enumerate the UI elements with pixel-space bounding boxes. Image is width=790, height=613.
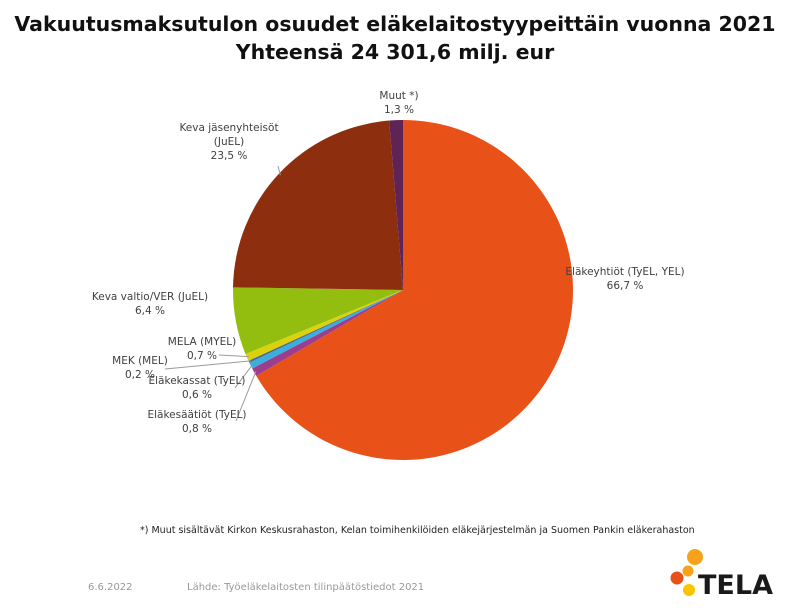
slice-label: Eläkekassat (TyEL) 0,6 %	[149, 375, 246, 401]
pie-slice	[245, 290, 403, 361]
footer-source: Lähde: Työeläkelaitosten tilinpäätöstied…	[187, 582, 425, 593]
footnote: *) Muut sisältävät Kirkon Keskusrahaston…	[140, 525, 695, 536]
pie-slice	[233, 120, 403, 290]
chart-title-block: Vakuutusmaksutulon osuudet eläkelaitosty…	[0, 10, 790, 66]
logo-mark-icon	[670, 549, 703, 596]
pie-slice	[252, 290, 403, 376]
slice-label: Keva valtio/VER (JuEL) 6,4 %	[92, 291, 208, 317]
slice-label: MELA (MYEL) 0,7 %	[168, 336, 236, 362]
leader-line	[218, 354, 249, 358]
logo-dot-top	[687, 549, 703, 565]
pie-slice	[232, 287, 403, 354]
leader-line	[235, 371, 257, 422]
tela-logo: TELA	[668, 548, 778, 608]
pie-slice	[249, 290, 403, 369]
slice-label: MEK (MEL) 0,2 %	[112, 355, 168, 381]
slice-label: Eläkesäätiöt (TyEL) 0,8 %	[147, 409, 246, 435]
leader-lines	[164, 165, 281, 422]
pie-slices	[232, 119, 573, 460]
slice-labels: Eläkeyhtiöt (TyEL, YEL) 66,7 % Eläkesäätiö…	[92, 90, 685, 435]
logo-dot-bottom	[683, 584, 695, 596]
logo-dot-left	[670, 571, 684, 585]
footer-date: 6.6.2022	[88, 582, 133, 593]
pie-slice	[248, 290, 403, 363]
chart-title: Vakuutusmaksutulon osuudet eläkelaitosty…	[14, 12, 776, 36]
slice-label: Muut *) 1,3 %	[379, 90, 418, 116]
chart-subtitle: Yhteensä 24 301,6 milj. eur	[235, 40, 555, 64]
leader-line	[164, 360, 251, 370]
slice-label: Eläkeyhtiöt (TyEL, YEL) 66,7 %	[565, 266, 684, 292]
logo-text: TELA	[698, 570, 773, 601]
slice-label: Keva jäsenyhteisöt (JuEL) 23,5 %	[179, 122, 278, 162]
leader-line	[277, 165, 281, 176]
pie-slice	[256, 120, 573, 460]
pie-slice	[389, 119, 403, 290]
leader-line	[234, 364, 253, 389]
logo-dot-middle	[682, 565, 694, 577]
